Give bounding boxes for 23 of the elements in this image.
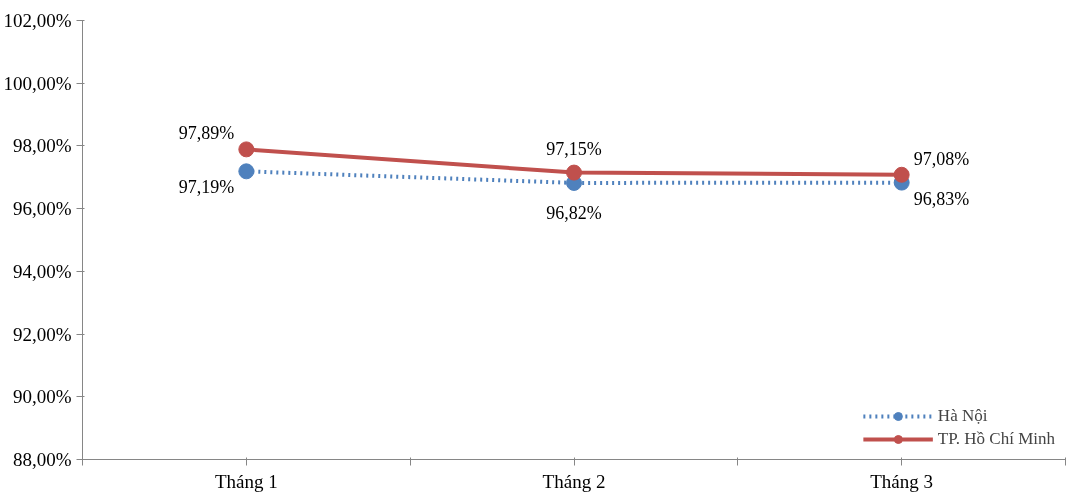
legend-label: Hà Nội — [937, 406, 988, 426]
y-tick-label: 88,00% — [12, 449, 72, 470]
point — [238, 163, 255, 180]
point — [238, 141, 255, 158]
y-tick-label: 90,00% — [12, 386, 72, 408]
y-tick-label: 100,00% — [3, 72, 72, 94]
y-tick-label: 94,00% — [12, 260, 72, 282]
x-tick-label: Tháng 1 — [214, 470, 278, 492]
x-tick-label: Tháng 2 — [542, 470, 606, 492]
y-tick-label: 92,00% — [12, 323, 72, 345]
x-tick-label: Tháng 3 — [870, 470, 934, 492]
data-label: 96,82% — [546, 202, 602, 223]
y-tick-label: 96,00% — [12, 198, 72, 220]
data-label: 97,08% — [913, 148, 970, 169]
legend-label: TP. Hồ Chí Minh — [937, 429, 1055, 449]
data-label: 96,83% — [913, 188, 970, 209]
point — [566, 164, 582, 181]
data-label: 97,19% — [178, 177, 235, 198]
data-label: 97,15% — [546, 138, 602, 159]
data-label: 97,89% — [178, 123, 235, 144]
y-tick-label: 98,00% — [12, 135, 72, 157]
point — [893, 166, 910, 183]
y-tick-label: 102,00% — [3, 10, 72, 31]
